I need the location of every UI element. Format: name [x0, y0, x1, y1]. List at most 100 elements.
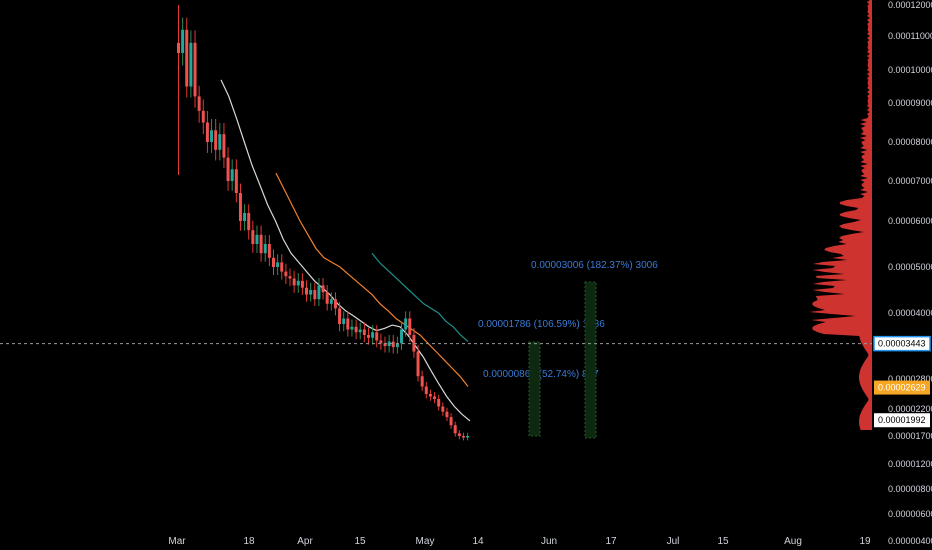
candle	[375, 325, 379, 348]
price-tick-label: 0.00008000	[888, 137, 932, 147]
price-axis-bg	[872, 0, 932, 550]
ma-line	[220, 79, 471, 422]
measure-bar[interactable]	[528, 341, 541, 437]
candle	[234, 159, 238, 203]
candle	[271, 249, 275, 276]
price-tags: 0.00003443 0.00002629 0.00001992	[873, 335, 931, 428]
candle	[358, 322, 362, 340]
candle	[296, 273, 300, 293]
svg-text:0.00001992: 0.00001992	[878, 415, 926, 425]
candle	[247, 204, 251, 240]
time-tick-label: Jul	[667, 536, 680, 547]
candle	[284, 263, 288, 284]
price-tick-label: 0.00000600	[888, 509, 932, 519]
candle	[466, 432, 470, 441]
candle	[292, 270, 296, 293]
time-axis[interactable]: Mar 18 Apr 15 May 14 Jun 17 Jul 15 Aug 19	[168, 536, 871, 547]
candle	[350, 319, 354, 337]
time-tick-label: Aug	[784, 536, 802, 547]
candle	[226, 147, 230, 191]
time-tick-label: May	[416, 536, 435, 547]
time-tick-label: Apr	[297, 536, 313, 547]
candle	[280, 254, 284, 280]
price-tag: 0.00003443	[873, 335, 931, 352]
candle	[445, 407, 449, 421]
candle	[313, 282, 317, 307]
time-tick-label: Jun	[541, 536, 557, 547]
candle	[267, 235, 271, 267]
candle	[177, 5, 180, 175]
candle	[453, 421, 457, 437]
candle	[305, 280, 309, 302]
candle	[461, 432, 465, 441]
candle	[189, 30, 193, 98]
price-tick-label: 0.00001700	[888, 431, 932, 441]
time-tick-label: Mar	[168, 536, 186, 547]
candle	[416, 345, 420, 382]
candle	[387, 334, 391, 353]
candle	[230, 159, 234, 191]
price-tick-label: 0.00000400	[888, 536, 932, 546]
candle	[457, 429, 461, 440]
time-tick-label: 17	[605, 536, 617, 547]
candle	[338, 301, 342, 332]
candle	[263, 235, 267, 262]
svg-text:0.00003443: 0.00003443	[878, 339, 926, 349]
candle	[197, 85, 201, 123]
measure-label: 0.00001786 (106.59%) 1786	[478, 319, 605, 330]
price-axis[interactable]: 0.00012000 0.00011000 0.00010000 0.00009000…	[872, 0, 932, 550]
candle	[222, 123, 226, 168]
price-tick-label: 0.00004000	[888, 308, 932, 318]
candle	[412, 328, 416, 358]
price-tag: 0.00001992	[874, 413, 930, 428]
price-tick-label: 0.00001200	[888, 459, 932, 469]
candle	[342, 311, 346, 332]
candle	[185, 17, 189, 98]
candle	[205, 110, 209, 153]
candle	[437, 394, 441, 411]
candle	[255, 225, 259, 253]
measure-bar[interactable]	[584, 281, 597, 439]
candle	[238, 183, 242, 231]
measure-label: 0.00000867 (52.74%) 867	[483, 369, 599, 380]
time-tick-label: 14	[472, 536, 484, 547]
time-tick-label: 19	[859, 536, 871, 547]
candle	[433, 392, 437, 404]
measure-tools[interactable]: 0.00000867 (52.74%) 867 0.00001786 (106.5…	[478, 260, 658, 439]
ma-line	[275, 172, 469, 387]
candle	[424, 381, 428, 399]
candle	[276, 254, 280, 276]
price-tick-label: 0.00002800	[888, 374, 932, 384]
candle	[404, 311, 408, 337]
candle	[362, 322, 366, 342]
candle	[400, 322, 404, 350]
time-tick-label: 18	[243, 536, 255, 547]
price-tick-label: 0.00005000	[888, 262, 932, 272]
candle	[259, 225, 263, 262]
price-tick-label: 0.00000800	[888, 484, 932, 494]
price-tag: 0.00002629	[874, 380, 930, 395]
candle	[420, 370, 424, 392]
candle	[201, 99, 205, 135]
candle	[309, 282, 313, 302]
candle	[210, 118, 214, 153]
volume-profile	[809, 0, 872, 430]
price-tick-label: 0.00006000	[888, 216, 932, 226]
candle	[395, 336, 399, 354]
candle	[366, 328, 370, 345]
candle	[329, 292, 333, 311]
candle	[441, 402, 445, 416]
price-tick-label: 0.00009000	[888, 98, 932, 108]
candle	[193, 30, 197, 108]
time-tick-label: 15	[717, 536, 729, 547]
candle	[379, 333, 383, 350]
candle	[449, 413, 453, 429]
price-tick-label: 0.00012000	[888, 0, 932, 10]
candle	[383, 336, 387, 353]
ma-line	[371, 252, 469, 343]
candle	[214, 118, 218, 161]
candle	[243, 204, 247, 231]
price-tick-label: 0.00010000	[888, 65, 932, 75]
